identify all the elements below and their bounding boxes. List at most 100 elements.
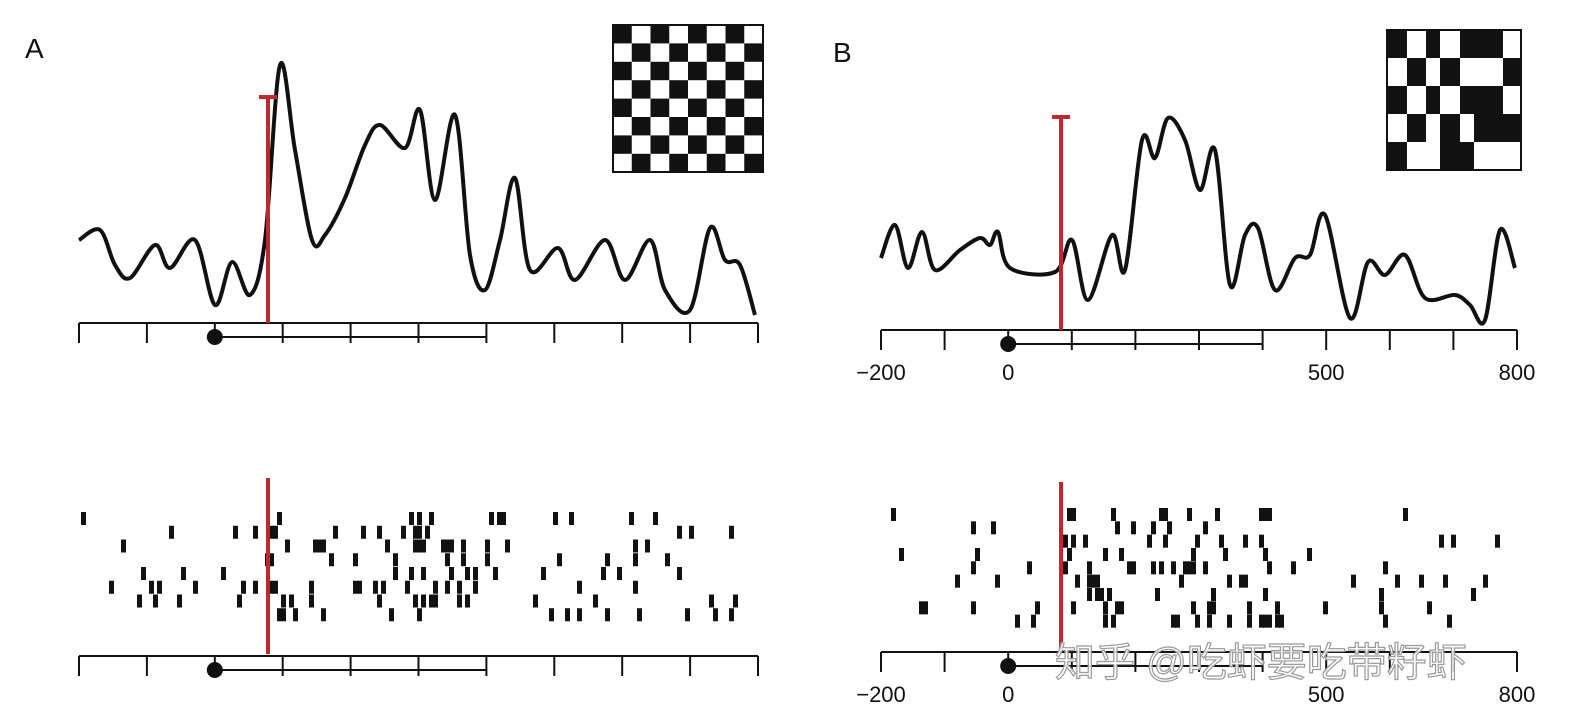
- checker-cell: [688, 135, 707, 154]
- spike: [385, 539, 390, 553]
- spike: [1279, 614, 1284, 628]
- spike: [381, 580, 386, 594]
- spike: [605, 608, 610, 622]
- x-tick-label: 500: [1308, 360, 1345, 385]
- spike: [1163, 534, 1168, 548]
- spike: [1119, 548, 1124, 561]
- spike: [955, 574, 960, 588]
- spike: [181, 567, 186, 580]
- checker-cell: [1387, 30, 1407, 58]
- checker-cell: [1460, 30, 1474, 58]
- x-tick-label: 800: [1499, 682, 1536, 707]
- spike: [1227, 614, 1232, 628]
- spike: [1191, 601, 1196, 615]
- spike: [1183, 561, 1188, 575]
- spike: [377, 525, 382, 539]
- spike: [1131, 561, 1136, 575]
- spike: [333, 525, 338, 539]
- spike: [149, 580, 154, 594]
- spike: [645, 539, 650, 553]
- spike: [429, 594, 434, 608]
- spike: [577, 580, 582, 594]
- spike: [1211, 601, 1216, 615]
- spike: [169, 525, 174, 539]
- checker-cell: [1426, 86, 1440, 114]
- spike: [273, 525, 278, 539]
- spike: [677, 525, 682, 539]
- spike: [665, 553, 670, 567]
- spike: [1107, 588, 1112, 601]
- checker-cell: [669, 43, 688, 62]
- spike: [417, 608, 422, 622]
- checker-cell: [631, 153, 651, 173]
- spike: [713, 608, 718, 622]
- spike: [1187, 508, 1192, 521]
- stimulus-onset: [1000, 658, 1017, 674]
- spike: [121, 539, 126, 553]
- spike: [441, 539, 446, 553]
- spike: [1151, 521, 1156, 535]
- spike: [995, 574, 1000, 588]
- spike: [289, 594, 294, 608]
- spike: [1383, 614, 1388, 628]
- checker-cell: [669, 117, 688, 136]
- checker-cell: [1474, 86, 1503, 114]
- spike: [1071, 534, 1076, 548]
- spike: [433, 580, 438, 594]
- checker-cell: [669, 80, 688, 99]
- spike: [1171, 614, 1176, 628]
- spike: [689, 525, 694, 539]
- spike: [277, 512, 282, 525]
- spike: [569, 512, 574, 525]
- spike: [1167, 521, 1172, 535]
- spike: [313, 539, 318, 553]
- spike: [1103, 548, 1108, 561]
- stimulus-onset: [206, 329, 223, 345]
- spike: [505, 539, 510, 553]
- spike: [1159, 508, 1164, 521]
- spike: [193, 580, 198, 594]
- spike: [1115, 521, 1120, 535]
- spike: [81, 512, 86, 525]
- spike: [1263, 548, 1268, 561]
- spike: [1275, 614, 1280, 628]
- spike: [1111, 614, 1116, 628]
- checker-cell: [725, 135, 745, 154]
- spike: [281, 594, 286, 608]
- spike: [413, 594, 418, 608]
- checker-cell: [650, 135, 670, 154]
- spike: [1063, 561, 1068, 575]
- checker-cell: [1503, 114, 1521, 142]
- spike: [1263, 588, 1268, 601]
- spike: [971, 561, 976, 575]
- spike: [445, 553, 450, 567]
- checker-cell: [706, 153, 726, 173]
- spike: [1227, 574, 1232, 588]
- spike: [1383, 561, 1388, 575]
- spike: [221, 567, 226, 580]
- spike: [685, 608, 690, 622]
- spike: [891, 508, 896, 521]
- spike: [1203, 521, 1208, 535]
- checker-cell: [650, 61, 670, 81]
- spike: [549, 608, 554, 622]
- spike: [401, 525, 406, 539]
- spike: [309, 580, 314, 594]
- spike: [1379, 601, 1384, 615]
- checker-cell: [1460, 86, 1474, 114]
- spike: [533, 594, 538, 608]
- spike: [1063, 534, 1068, 548]
- spike: [637, 608, 642, 622]
- spike: [729, 608, 734, 622]
- rate-trace: [77, 60, 757, 316]
- spike: [1119, 601, 1124, 615]
- spike: [137, 594, 142, 608]
- spike: [653, 512, 658, 525]
- spike: [253, 580, 258, 594]
- spike: [417, 525, 422, 539]
- spike: [433, 594, 438, 608]
- spike: [899, 548, 904, 561]
- spike: [1215, 508, 1220, 521]
- spike: [565, 608, 570, 622]
- spike: [1087, 561, 1092, 575]
